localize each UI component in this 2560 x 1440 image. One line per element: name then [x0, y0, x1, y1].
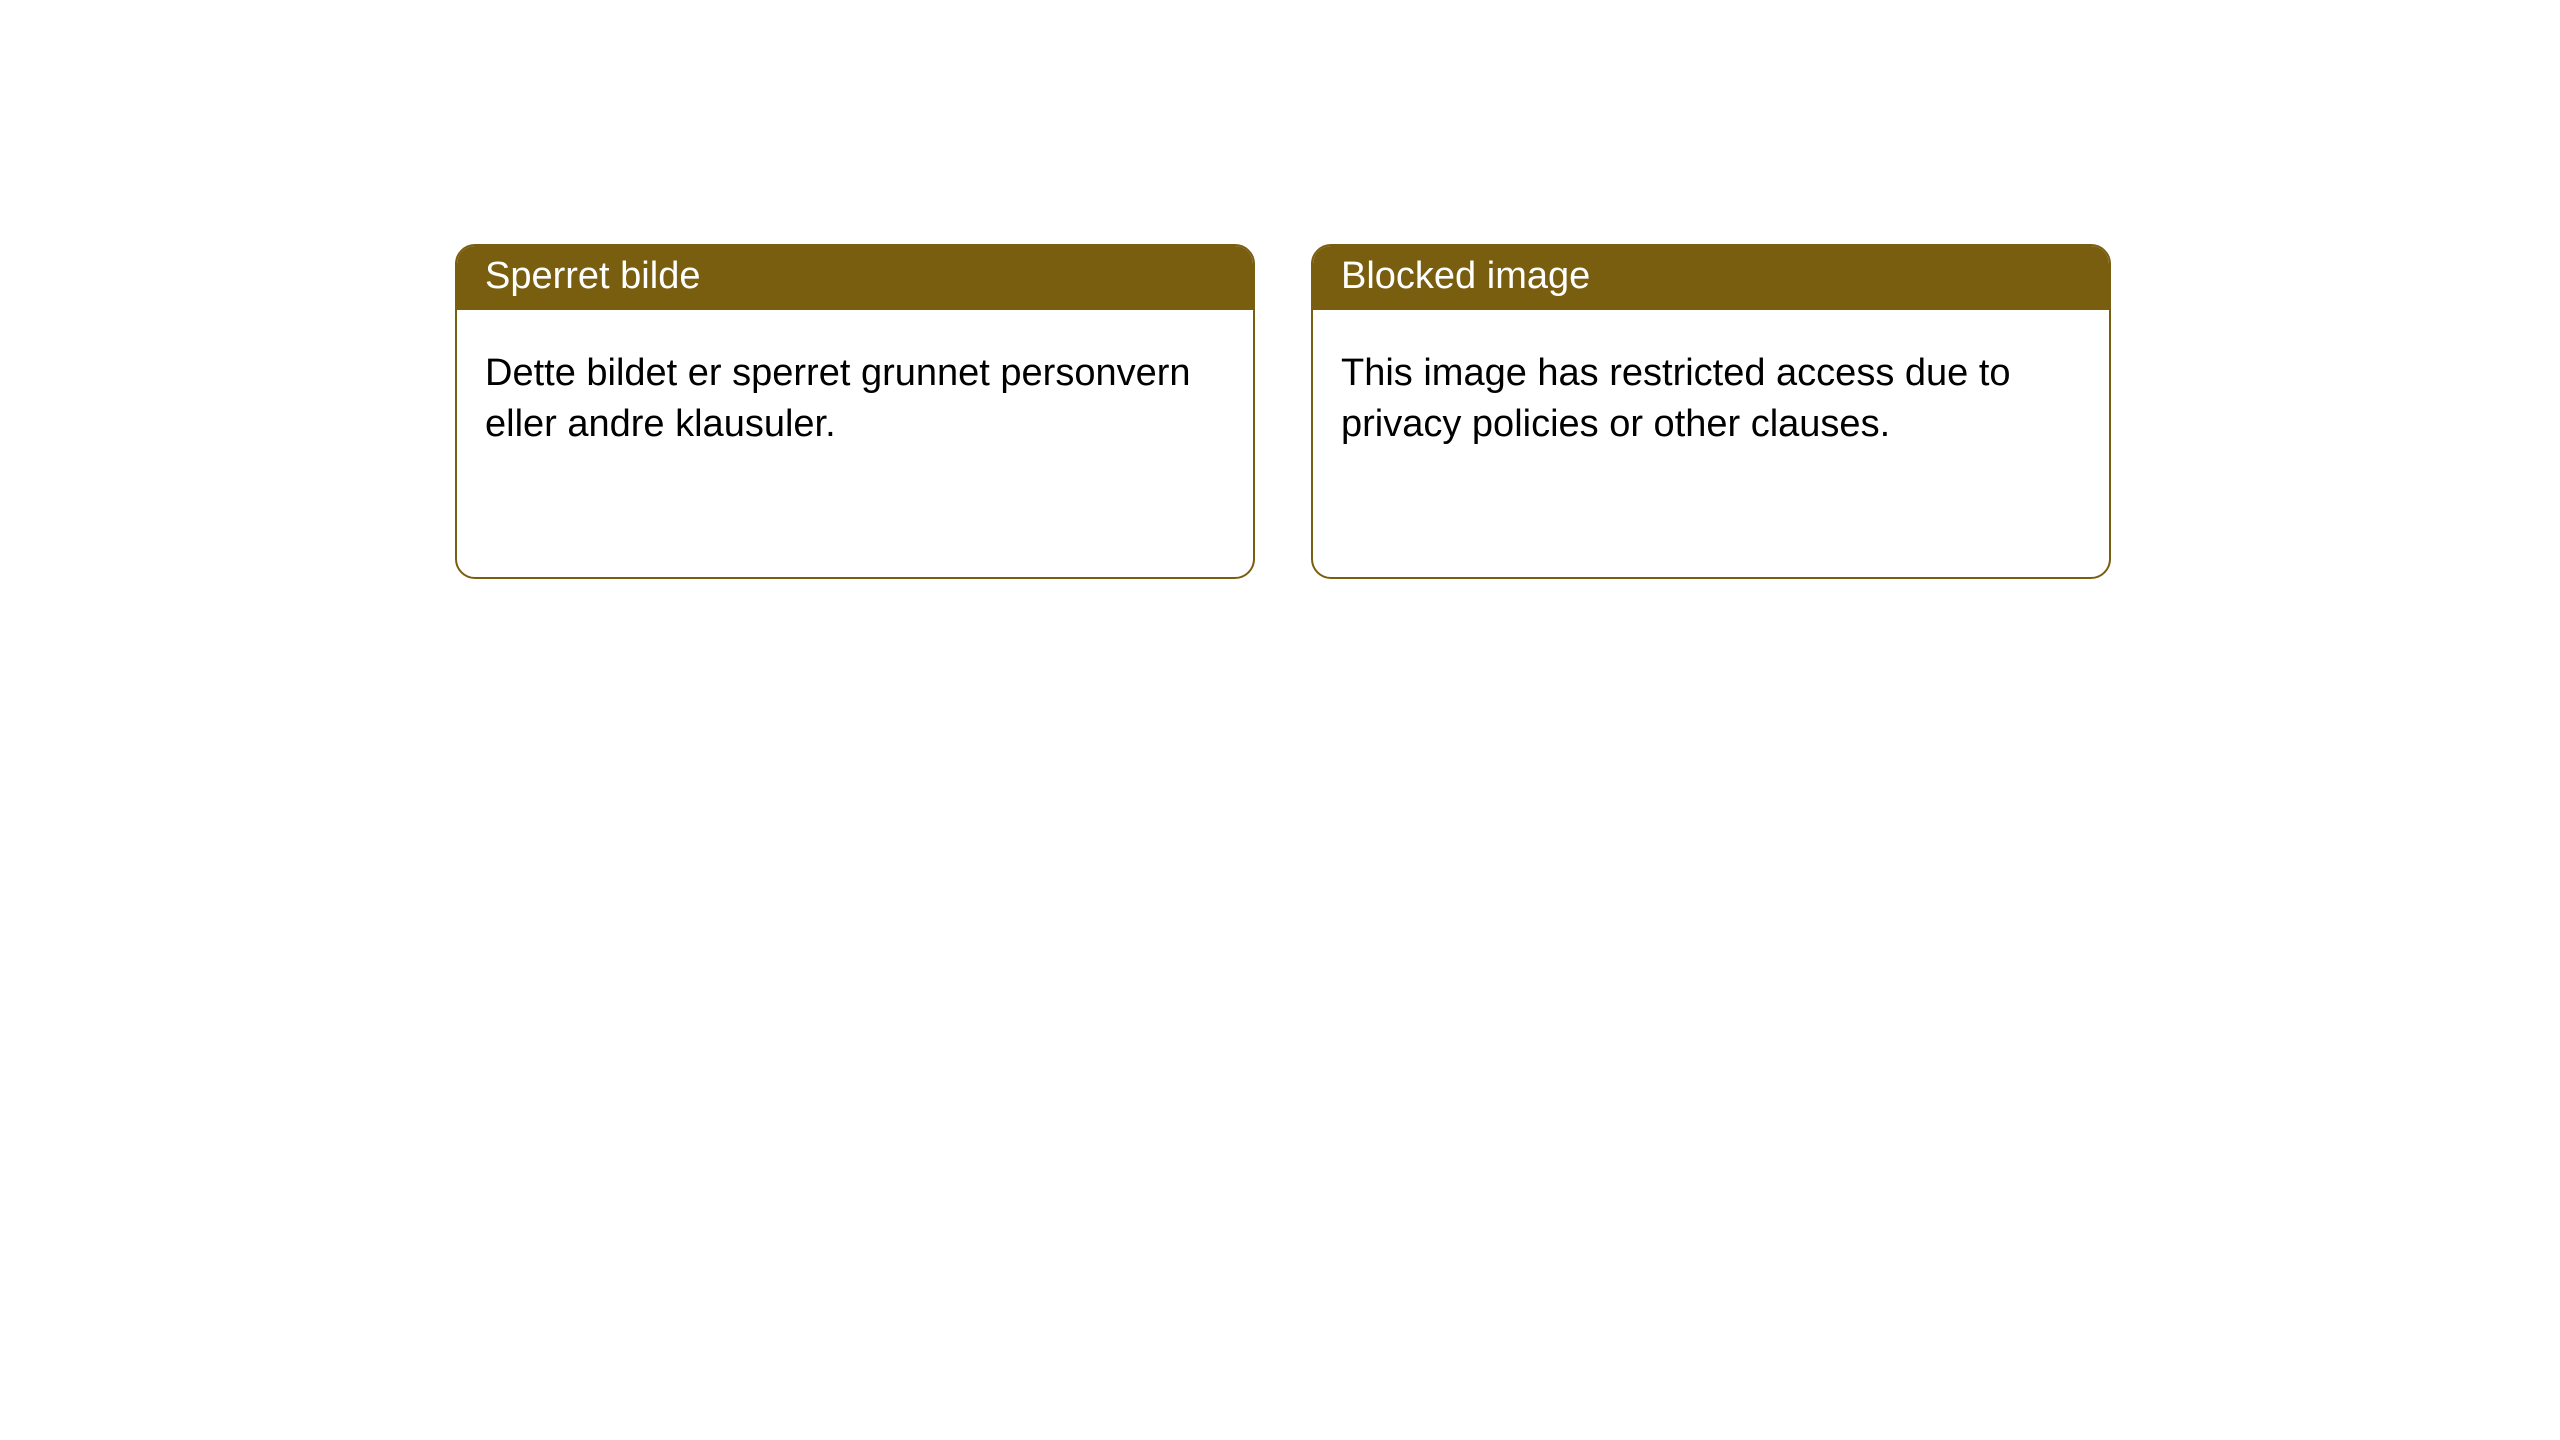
notice-card-norwegian: Sperret bilde Dette bildet er sperret gr…	[455, 244, 1255, 579]
notice-title-english: Blocked image	[1313, 246, 2109, 310]
notice-container: Sperret bilde Dette bildet er sperret gr…	[0, 0, 2560, 579]
notice-card-english: Blocked image This image has restricted …	[1311, 244, 2111, 579]
notice-body-norwegian: Dette bildet er sperret grunnet personve…	[457, 310, 1253, 479]
notice-body-english: This image has restricted access due to …	[1313, 310, 2109, 479]
notice-title-norwegian: Sperret bilde	[457, 246, 1253, 310]
